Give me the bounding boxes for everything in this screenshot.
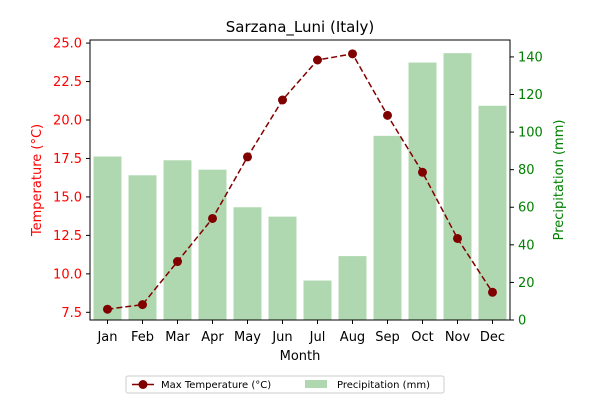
y-right-tick-label: 80 (518, 163, 535, 178)
x-tick-label-dec: Dec (480, 330, 505, 345)
precipitation-bar-apr (198, 169, 227, 320)
y-right-tick-label: 100 (518, 126, 543, 141)
y-right-tick-label: 120 (518, 88, 543, 103)
temperature-point-jun (278, 95, 287, 105)
temperature-point-mar (173, 257, 182, 267)
y-left-tick-label: 25.0 (53, 37, 82, 52)
y-right-tick-label: 20 (518, 276, 535, 291)
x-tick-label-jan: Jan (96, 330, 117, 345)
y-axis-left-label: Temperature (°C) (30, 124, 45, 237)
x-tick-label-nov: Nov (445, 330, 471, 345)
y-axis-right: 0 20 40 60 80 100 120 140 (510, 50, 543, 329)
y-right-tick-label: 60 (518, 201, 535, 216)
precipitation-bar-may (233, 207, 262, 320)
x-tick-label-mar: Mar (165, 330, 190, 345)
legend-frame (125, 375, 445, 394)
y-axis-right-label: Precipitation (mm) (552, 120, 567, 241)
temperature-point-aug (348, 49, 357, 59)
chart-legend: Max Temperature (°C) Precipitation (mm) (125, 375, 445, 394)
precipitation-bar-nov (443, 53, 472, 321)
x-tick-label-apr: Apr (201, 330, 224, 345)
precipitation-bar-mar (163, 160, 192, 320)
y-left-tick-label: 15.0 (53, 190, 82, 205)
temperature-point-jul (313, 55, 322, 65)
y-left-tick-label: 17.5 (53, 152, 82, 167)
y-right-tick-label: 40 (518, 238, 535, 253)
temperature-line-path (107, 53, 494, 310)
x-tick-label-oct: Oct (411, 330, 433, 345)
precipitation-bar-sep (373, 135, 402, 320)
temperature-point-dec (488, 287, 497, 297)
temperature-point-sep (383, 110, 392, 120)
y-axis-left: 7.5 10.0 12.5 15.0 17.5 20.0 22.5 25.0 (53, 37, 90, 321)
legend-marker-swatch (138, 380, 148, 389)
x-tick-label-aug: Aug (340, 330, 365, 345)
temperature-point-feb (138, 300, 147, 310)
x-tick-label-jun: Jun (271, 330, 292, 345)
precipitation-bar-dec (478, 105, 507, 321)
x-axis: Jan Feb Mar Apr May Jun Jul Aug Sep Oct Nov Dec (96, 320, 505, 345)
y-left-tick-label: 7.5 (61, 306, 82, 321)
temperature-point-oct (418, 167, 427, 177)
legend-bar-swatch (305, 380, 327, 388)
y-left-tick-label: 22.5 (53, 75, 82, 90)
temperature-point-may (243, 152, 252, 162)
plot-frame (89, 39, 511, 321)
y-left-tick-label: 10.0 (53, 267, 82, 282)
precipitation-bar-jan (93, 156, 122, 320)
legend-label-temperature: Max Temperature (°C) (161, 380, 271, 391)
precipitation-bar-aug (338, 256, 367, 320)
precipitation-bar-jun (268, 216, 297, 320)
y-right-tick-label: 0 (518, 314, 526, 329)
legend-label-precipitation: Precipitation (mm) (337, 380, 430, 391)
x-axis-label: Month (280, 349, 321, 364)
precipitation-bar-feb (128, 175, 157, 320)
temperature-point-nov (453, 233, 462, 243)
chart-title: Sarzana_Luni (Italy) (226, 18, 374, 37)
temperature-point-apr (208, 213, 217, 223)
x-tick-label-feb: Feb (131, 330, 154, 345)
precipitation-bars (93, 53, 507, 321)
precipitation-bar-jul (303, 280, 332, 320)
temperature-line (103, 49, 497, 314)
y-right-tick-label: 140 (518, 50, 543, 65)
x-tick-label-sep: Sep (375, 330, 400, 345)
x-tick-label-may: May (234, 330, 261, 345)
x-tick-label-jul: Jul (309, 330, 326, 345)
y-left-tick-label: 20.0 (53, 114, 82, 129)
temperature-point-jan (103, 304, 112, 314)
y-left-tick-label: 12.5 (53, 229, 82, 244)
